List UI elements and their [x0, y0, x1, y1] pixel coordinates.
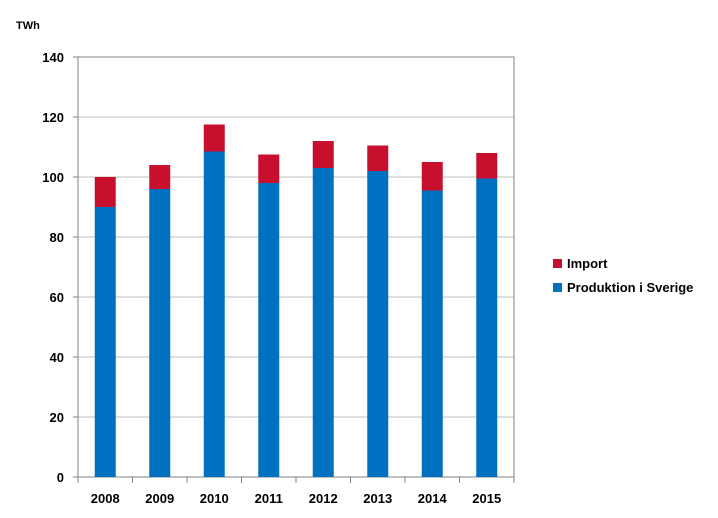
legend-item-import: Import: [553, 251, 693, 275]
x-tick-label: 2013: [363, 491, 392, 506]
bar-produktion: [149, 189, 171, 477]
bar-import: [94, 177, 116, 207]
bar-import: [421, 162, 443, 191]
y-tick-label: 40: [50, 350, 64, 365]
x-tick-label: 2014: [418, 491, 448, 506]
legend-label-import: Import: [567, 255, 608, 271]
x-tick-label: 2011: [255, 491, 283, 506]
y-tick-label: 140: [42, 50, 64, 65]
plot-area-border: [77, 56, 515, 478]
x-tick-label: 2012: [309, 491, 338, 506]
bar-produktion: [421, 190, 443, 477]
x-tick-label: 2010: [200, 491, 229, 506]
bar-import: [312, 141, 334, 168]
y-tick-label: 0: [57, 470, 64, 485]
y-tick-label: 80: [50, 230, 64, 245]
bar-import: [203, 124, 225, 152]
bar-import: [149, 165, 171, 189]
y-tick-label: 20: [50, 410, 64, 425]
legend-swatch-import: [553, 258, 562, 268]
legend-swatch-produktion: [553, 282, 562, 292]
legend: Import Produktion i Sverige: [553, 251, 693, 299]
y-tick-label: 120: [42, 110, 64, 125]
x-tick-label: 2008: [91, 491, 120, 506]
bar-produktion: [258, 183, 280, 477]
legend-item-produktion: Produktion i Sverige: [553, 275, 693, 299]
bar-import: [258, 154, 280, 183]
x-tick-label: 2009: [145, 491, 174, 506]
x-tick-label: 2015: [472, 491, 501, 506]
bar-produktion: [203, 151, 225, 477]
y-tick-label: 100: [42, 170, 64, 185]
y-axis-label: TWh: [16, 20, 40, 32]
bar-produktion: [367, 171, 389, 477]
bar-import: [367, 145, 389, 171]
bar-import: [476, 153, 498, 179]
y-tick-label: 60: [50, 290, 64, 305]
bar-produktion: [312, 168, 334, 477]
bar-produktion: [94, 207, 116, 477]
legend-label-produktion: Produktion i Sverige: [567, 279, 694, 295]
bar-produktion: [476, 178, 498, 477]
